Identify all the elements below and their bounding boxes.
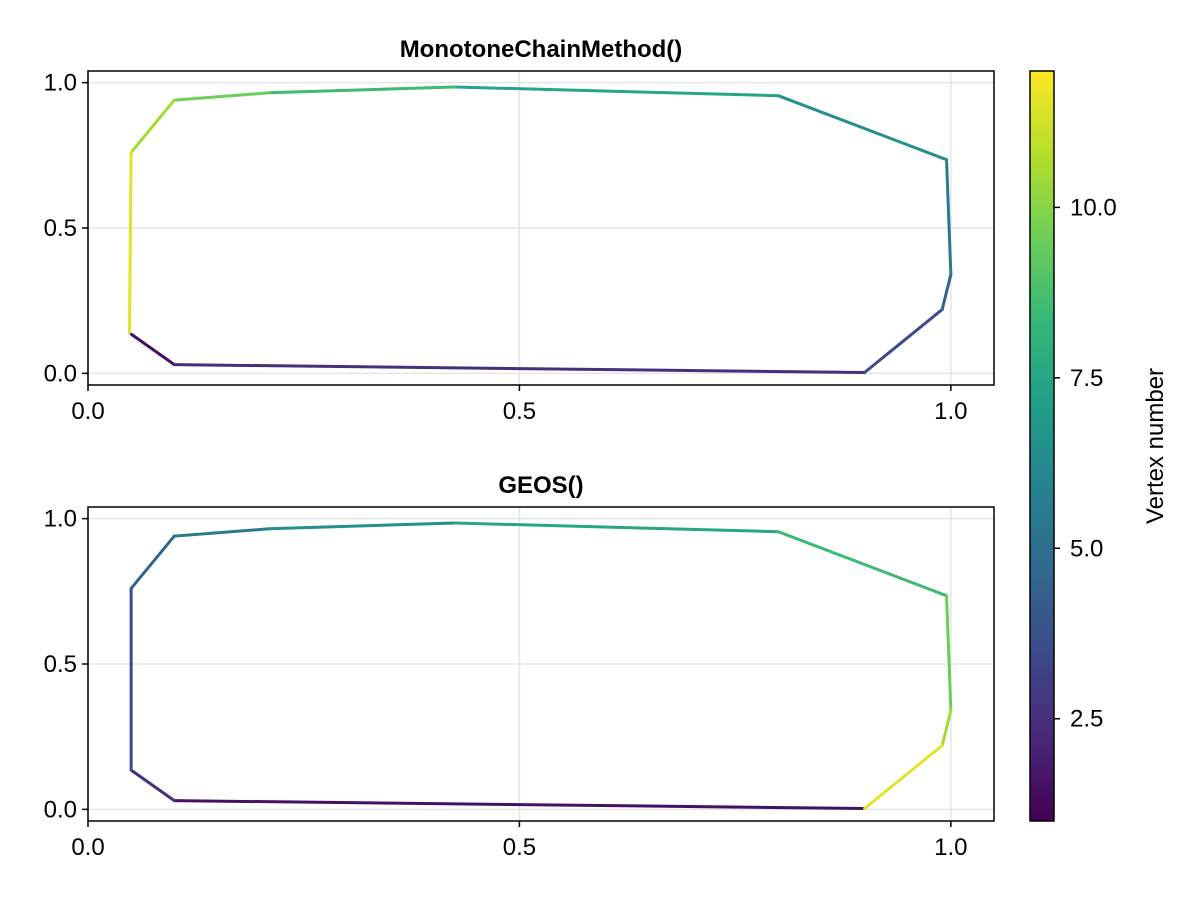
series-segment	[863, 307, 944, 374]
colorbar: 2.5 5.0 7.5 10.0 Vertex number	[1029, 70, 1169, 822]
series-segment	[172, 527, 271, 538]
colorbar-tick-label: 7.5	[1070, 365, 1103, 392]
series-segment	[129, 768, 176, 803]
x-tick-label: 0.0	[71, 398, 104, 425]
y-tick-label: 1.0	[44, 70, 77, 97]
chart-title: GEOS()	[498, 472, 583, 499]
colorbar-tick-label: 10.0	[1070, 194, 1117, 221]
colorbar-tick-label: 2.5	[1070, 706, 1103, 733]
series-segment	[776, 94, 949, 162]
series-segment	[940, 273, 953, 311]
series-segment	[863, 743, 944, 810]
series-segment	[776, 530, 949, 598]
x-tick-label: 0.5	[503, 834, 536, 861]
y-tick-label: 0.0	[44, 796, 77, 823]
colorbar-tick-label: 5.0	[1070, 535, 1103, 562]
y-tick-label: 1.0	[44, 506, 77, 533]
x-tick-label: 0.5	[503, 398, 536, 425]
series-segment	[945, 594, 953, 713]
series-segment	[172, 91, 271, 102]
series-segment	[127, 150, 133, 335]
series-segment	[172, 799, 867, 810]
y-tick-label: 0.5	[44, 215, 77, 242]
series-segment	[129, 534, 176, 590]
panel-1: 0.0 0.0 0.5 0.5 1.0 1.0 MonotoneChainMethod()	[44, 36, 995, 425]
x-tick-label: 0.0	[71, 834, 104, 861]
y-tick-label: 0.5	[44, 651, 77, 678]
series-segment	[129, 332, 176, 367]
chart-panels: 0.00.00.50.51.01.0MonotoneChainMethod()0…	[44, 36, 995, 861]
colorbar-label: Vertex number	[1142, 368, 1169, 524]
chart-title: MonotoneChainMethod()	[400, 36, 683, 63]
series-segment	[945, 158, 953, 277]
series-segment	[129, 98, 176, 154]
panel-2: 0.0 0.0 0.5 0.5 1.0 1.0 GEOS()	[44, 472, 995, 861]
series-segment	[267, 85, 457, 95]
series-segment	[267, 521, 457, 531]
series-segment	[940, 709, 953, 747]
colorbar-gradient	[1029, 70, 1055, 822]
series-segment	[453, 521, 780, 534]
x-tick-label: 1.0	[934, 834, 967, 861]
series-segment	[172, 363, 867, 374]
y-tick-label: 0.0	[44, 360, 77, 387]
x-tick-label: 1.0	[934, 398, 967, 425]
series-segment	[453, 85, 780, 98]
